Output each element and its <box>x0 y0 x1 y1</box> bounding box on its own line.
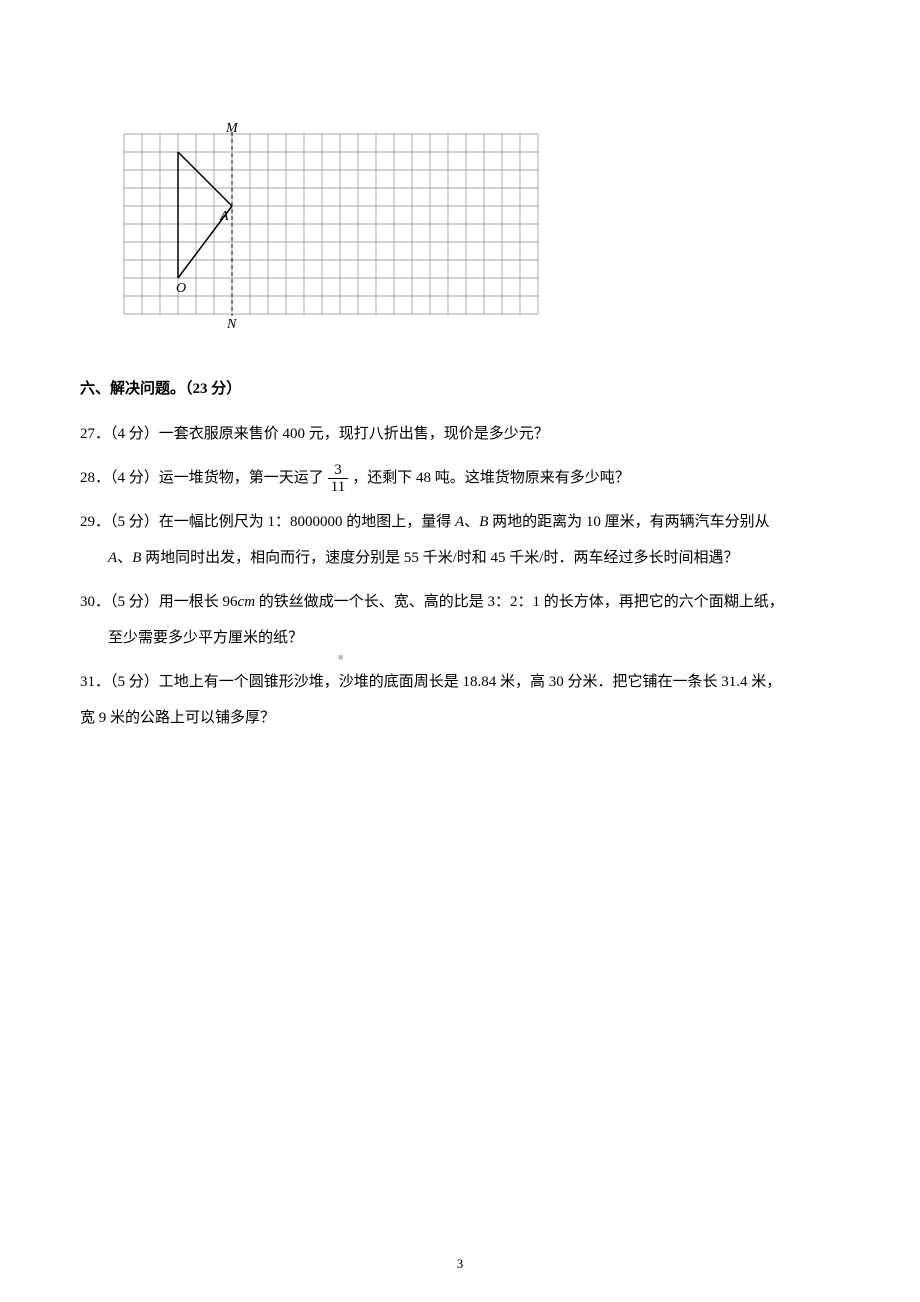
q29-sep1: 、 <box>464 514 479 530</box>
q29-A2: A <box>108 550 117 566</box>
svg-text:N: N <box>226 317 237 332</box>
q29-line1a: 在一幅比例尺为 1：8000000 的地图上，量得 <box>159 514 455 530</box>
q30-prefix: 30．（5 分） <box>80 594 159 610</box>
q31-line2-wrap: 宽 9 米的公路上可以铺多厚？ <box>80 700 840 736</box>
question-28: 28．（4 分）运一堆货物，第一天运了311，还剩下 48 吨。这堆货物原来有多… <box>80 460 840 496</box>
q28-num: 3 <box>328 462 348 480</box>
svg-text:A: A <box>219 209 229 224</box>
question-27: 27．（4 分）一套衣服原来售价 400 元，现打八折出售，现价是多少元？ <box>80 416 840 452</box>
q27-prefix: 27．（4 分） <box>80 426 159 442</box>
q30-cm: cm <box>238 594 256 610</box>
q28-prefix: 28．（4 分） <box>80 470 159 486</box>
q29-sep2: 、 <box>117 550 132 566</box>
q31-prefix: 31．（5 分） <box>80 674 159 690</box>
q29-A1: A <box>455 514 464 530</box>
q29-line2-wrap: A、B 两地同时出发，相向而行，速度分别是 55 千米/时和 45 千米/时．两… <box>80 540 840 576</box>
q30-text-b: 的铁丝做成一个长、宽、高的比是 3：2：1 的长方体，再把它的六个面糊上纸， <box>255 594 784 610</box>
q29-line1b: 两地的距离为 10 厘米，有两辆汽车分别从 <box>488 514 769 530</box>
q29-B1: B <box>479 514 488 530</box>
question-31: 31．（5 分）工地上有一个圆锥形沙堆，沙堆的底面周长是 18.84 米，高 3… <box>80 664 840 736</box>
q30-line2: 至少需要多少平方厘米的纸？ <box>108 630 303 646</box>
q28-before: 运一堆货物，第一天运了 <box>159 470 324 486</box>
grid-figure: M N A O <box>110 120 840 347</box>
svg-text:O: O <box>176 281 186 296</box>
q31-line1: 工地上有一个圆锥形沙堆，沙堆的底面周长是 18.84 米，高 30 分米．把它铺… <box>159 674 782 690</box>
q28-after: ，还剩下 48 吨。这堆货物原来有多少吨？ <box>352 470 630 486</box>
section-title: 六、解决问题。（23 分） <box>80 377 840 398</box>
grid-svg: M N A O <box>110 120 542 342</box>
watermark-icon: ■ <box>338 652 343 662</box>
q29-line2: 两地同时出发，相向而行，速度分别是 55 千米/时和 45 千米/时．两车经过多… <box>141 550 738 566</box>
q28-den: 11 <box>328 479 348 496</box>
q29-prefix: 29．（5 分） <box>80 514 159 530</box>
svg-text:M: M <box>225 121 239 136</box>
q28-fraction: 311 <box>328 462 348 496</box>
q31-line2: 宽 9 米的公路上可以铺多厚？ <box>80 710 275 726</box>
question-30: 30．（5 分）用一根长 96cm 的铁丝做成一个长、宽、高的比是 3：2：1 … <box>80 584 840 656</box>
q30-text-a: 用一根长 96 <box>159 594 238 610</box>
q29-B2: B <box>132 550 141 566</box>
question-29: 29．（5 分）在一幅比例尺为 1：8000000 的地图上，量得 A、B 两地… <box>80 504 840 576</box>
q30-line2-wrap: 至少需要多少平方厘米的纸？ <box>80 620 840 656</box>
page-number: 3 <box>0 1256 920 1272</box>
q27-text: 一套衣服原来售价 400 元，现打八折出售，现价是多少元？ <box>159 426 549 442</box>
